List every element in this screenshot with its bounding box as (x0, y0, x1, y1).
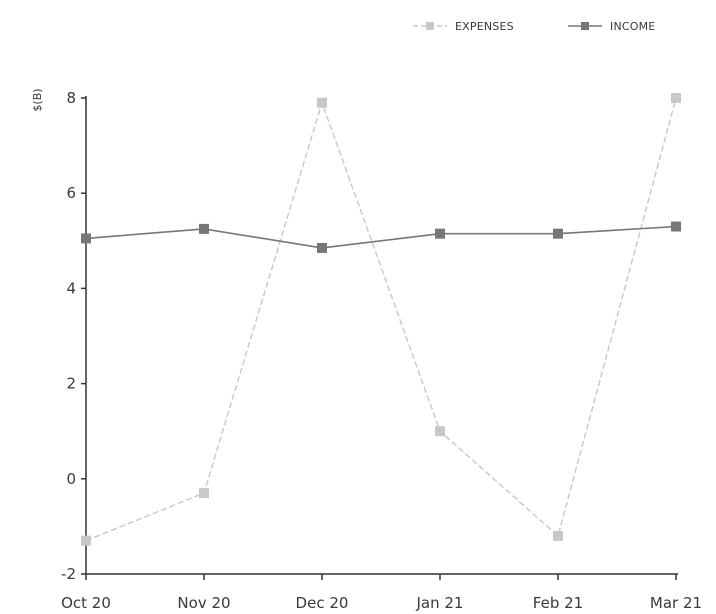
data-point-income (81, 233, 91, 244)
data-point-income (553, 228, 563, 239)
data-point-income (317, 242, 327, 253)
series-income (81, 221, 681, 253)
y-tick-label: 6 (66, 184, 76, 202)
data-point-expenses (199, 488, 209, 499)
legend-marker-expenses (426, 22, 434, 30)
data-point-expenses (317, 97, 327, 108)
x-tick-label: Feb 21 (533, 594, 583, 612)
y-tick-label: 4 (66, 279, 76, 297)
series-line-expenses (85, 97, 677, 542)
x-tick-label: Nov 20 (177, 594, 230, 612)
data-point-expenses (671, 93, 681, 103)
legend-label-expenses: EXPENSES (455, 20, 514, 33)
y-axis-title: $(B) (31, 88, 44, 111)
series-expenses (81, 93, 681, 546)
y-tick-label: 8 (66, 89, 76, 107)
y-tick-label: -2 (61, 565, 76, 583)
data-point-income (671, 221, 681, 232)
data-point-income (199, 223, 209, 234)
x-tick-label: Mar 21 (650, 594, 702, 612)
legend-item-expenses: EXPENSES (413, 20, 514, 33)
data-point-expenses (435, 426, 445, 437)
series-layer (81, 93, 681, 546)
axes: -2 0 2 4 6 8 Oct 20 Nov 20 Dec 20 Jan 21 Feb 21 Mar… (61, 89, 702, 612)
y-tick-label: 2 (66, 375, 76, 393)
series-line-income (85, 225, 677, 249)
legend-item-income: INCOME (568, 20, 655, 33)
x-tick-label: Dec 20 (296, 594, 349, 612)
legend-marker-income (581, 22, 589, 30)
x-tick-label: Oct 20 (61, 594, 111, 612)
legend-label-income: INCOME (610, 20, 655, 33)
legend: EXPENSES INCOME (413, 20, 655, 33)
data-point-income (435, 228, 445, 239)
data-point-expenses (81, 535, 91, 546)
x-tick-label: Jan 21 (416, 594, 464, 612)
data-point-expenses (553, 530, 563, 541)
y-tick-label: 0 (66, 470, 76, 488)
